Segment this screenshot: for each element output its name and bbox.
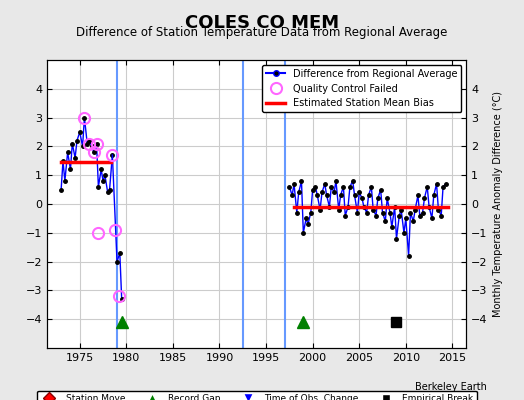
- Text: Berkeley Earth: Berkeley Earth: [416, 382, 487, 392]
- Text: Difference of Station Temperature Data from Regional Average: Difference of Station Temperature Data f…: [77, 26, 447, 39]
- Text: COLES CO MEM: COLES CO MEM: [185, 14, 339, 32]
- Y-axis label: Monthly Temperature Anomaly Difference (°C): Monthly Temperature Anomaly Difference (…: [493, 91, 503, 317]
- Legend: Station Move, Record Gap, Time of Obs. Change, Empirical Break: Station Move, Record Gap, Time of Obs. C…: [37, 391, 477, 400]
